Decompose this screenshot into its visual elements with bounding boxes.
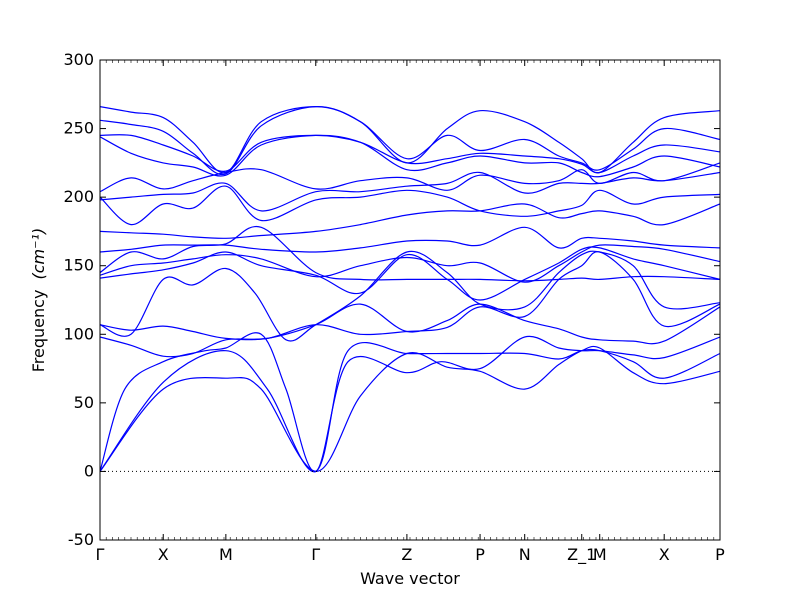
y-tick-label: 150	[63, 256, 94, 275]
x-tick-label: P	[715, 545, 725, 564]
series-line-7	[100, 246, 720, 301]
series-line-10	[100, 226, 720, 253]
series-line-3	[100, 332, 720, 473]
plot-frame	[99, 59, 721, 541]
series-layer	[100, 105, 720, 473]
series-line-8	[100, 244, 720, 283]
x-tick-label: Z	[401, 545, 412, 564]
series-line-1	[100, 345, 720, 473]
y-axis-label: Frequency (cm⁻¹)	[29, 228, 48, 372]
x-axis-label: Wave vector	[360, 569, 460, 588]
x-tick-label: Γ	[96, 545, 105, 564]
y-axis-label-name: Frequency	[29, 290, 48, 373]
y-axis-label-unit: (cm⁻¹)	[29, 228, 48, 280]
x-tick-label: Z_1	[567, 545, 596, 565]
series-line-18	[100, 105, 720, 174]
y-tick-label: 200	[63, 187, 94, 206]
y-tick-label: 50	[74, 393, 94, 412]
x-tick-label: Γ	[311, 545, 320, 564]
x-tick-label: P	[475, 545, 485, 564]
x-tick-label: X	[158, 545, 169, 564]
y-tick-label: 0	[84, 461, 94, 480]
y-tick-label: 250	[63, 119, 94, 138]
x-tick-label: N	[519, 545, 531, 564]
x-tick-label: X	[659, 545, 670, 564]
series-line-4	[100, 303, 720, 358]
series-line-9	[100, 225, 720, 282]
series-line-17	[100, 105, 720, 176]
y-tick-label: 300	[63, 50, 94, 69]
series-line-14	[100, 162, 720, 193]
series-line-11	[100, 203, 720, 239]
y-tick-label: 100	[63, 324, 94, 343]
series-line-6	[100, 250, 720, 342]
series-line-5	[100, 251, 720, 341]
x-tick-label: M	[219, 545, 233, 564]
x-tick-label: M	[593, 545, 607, 564]
series-line-15	[100, 134, 720, 178]
series-line-12	[100, 185, 720, 226]
series-line-2	[100, 342, 720, 473]
y-tick-label: -50	[68, 530, 94, 549]
